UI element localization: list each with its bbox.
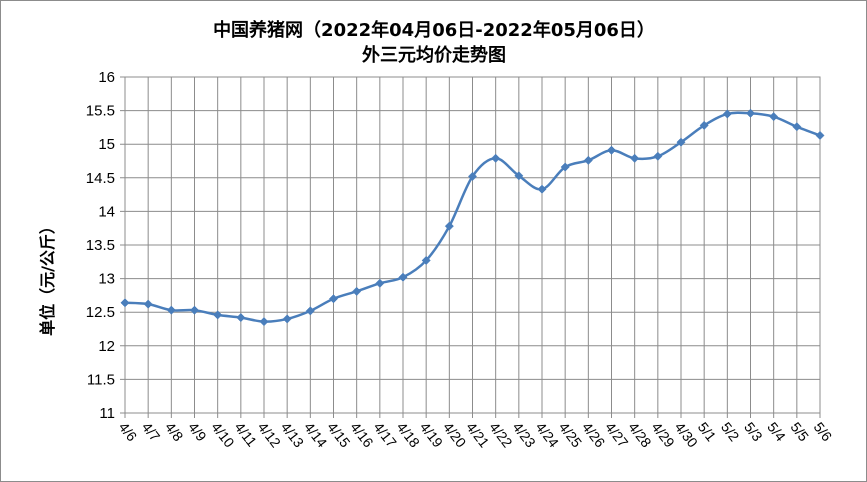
y-tick-label: 12.5 bbox=[86, 304, 115, 321]
data-point-marker bbox=[560, 162, 570, 172]
y-tick-label: 12 bbox=[98, 338, 115, 355]
x-tick-label: 4/28 bbox=[625, 419, 655, 450]
x-tick-label: 4/24 bbox=[533, 419, 563, 450]
x-tick-label: 4/29 bbox=[648, 419, 678, 450]
x-tick-label: 4/16 bbox=[347, 419, 377, 450]
data-point-marker bbox=[653, 151, 663, 161]
x-tick-label: 4/7 bbox=[139, 419, 164, 444]
data-point-marker bbox=[699, 120, 709, 130]
x-tick-label: 4/22 bbox=[486, 419, 516, 450]
x-tick-label: 5/2 bbox=[718, 419, 743, 444]
y-axis-ticks: 16 15.5 15 14.5 14 13.5 13 12.5 12 11.5 11 bbox=[86, 69, 115, 422]
series-line-group bbox=[120, 108, 825, 327]
data-point-marker bbox=[166, 305, 176, 315]
y-tick-label: 11 bbox=[99, 405, 115, 422]
x-tick-label: 4/13 bbox=[278, 419, 308, 450]
x-tick-label: 5/3 bbox=[741, 419, 766, 444]
y-tick-label: 14.5 bbox=[86, 170, 115, 187]
data-point-marker bbox=[213, 310, 223, 320]
x-tick-label: 4/18 bbox=[394, 419, 424, 450]
x-tick-label: 4/23 bbox=[509, 419, 539, 450]
y-tick-label: 15 bbox=[98, 136, 115, 153]
data-point-marker bbox=[305, 306, 315, 316]
data-point-marker bbox=[421, 255, 431, 266]
x-tick-label: 4/11 bbox=[231, 419, 260, 450]
x-tick-label: 4/27 bbox=[602, 419, 632, 450]
gridlines bbox=[120, 76, 821, 414]
x-tick-label: 4/19 bbox=[417, 419, 447, 450]
x-tick-label: 4/9 bbox=[185, 419, 210, 444]
data-point-marker bbox=[722, 109, 732, 119]
x-tick-label: 4/10 bbox=[208, 419, 238, 450]
x-tick-label: 5/5 bbox=[787, 419, 812, 444]
x-tick-label: 4/25 bbox=[556, 419, 586, 450]
x-tick-label: 4/21 bbox=[463, 419, 493, 450]
data-point-marker bbox=[467, 171, 478, 182]
data-point-marker bbox=[352, 286, 362, 296]
data-point-marker bbox=[537, 184, 547, 194]
data-point-marker bbox=[792, 122, 802, 132]
data-point-marker bbox=[815, 130, 825, 141]
data-point-marker bbox=[259, 317, 269, 327]
x-axis-ticks: 4/64/74/84/94/104/114/124/134/144/154/16… bbox=[116, 413, 836, 450]
data-point-marker bbox=[583, 155, 593, 165]
data-point-marker bbox=[769, 112, 779, 122]
x-tick-label: 4/12 bbox=[255, 419, 285, 450]
y-tick-label: 13.5 bbox=[86, 237, 115, 254]
x-tick-label: 4/8 bbox=[162, 419, 187, 444]
data-point-marker bbox=[398, 272, 408, 282]
y-tick-label: 15.5 bbox=[86, 103, 115, 120]
data-point-marker bbox=[676, 137, 686, 147]
x-tick-label: 5/6 bbox=[811, 419, 836, 444]
x-tick-label: 4/14 bbox=[301, 419, 331, 450]
y-tick-label: 11.5 bbox=[87, 371, 115, 388]
y-axis-label: 单位（元/公斤） bbox=[38, 218, 57, 336]
x-tick-label: 4/6 bbox=[116, 419, 141, 444]
chart-subtitle: 外三元均价走势图 bbox=[362, 44, 506, 66]
data-point-marker bbox=[444, 221, 454, 231]
data-point-marker bbox=[236, 313, 246, 323]
x-tick-label: 5/4 bbox=[764, 419, 789, 444]
data-point-marker bbox=[328, 294, 339, 304]
data-point-marker bbox=[606, 145, 617, 155]
data-point-marker bbox=[189, 305, 200, 315]
x-tick-label: 4/15 bbox=[324, 419, 354, 450]
x-tick-label: 4/26 bbox=[579, 419, 609, 450]
x-tick-label: 4/17 bbox=[370, 419, 400, 450]
data-point-marker bbox=[745, 108, 756, 118]
y-tick-label: 16 bbox=[98, 69, 115, 86]
data-point-marker bbox=[375, 278, 385, 288]
data-point-marker bbox=[282, 314, 292, 324]
chart-title: 中国养猪网（2022年04月06日-2022年05月06日） bbox=[213, 19, 655, 41]
x-tick-label: 4/20 bbox=[440, 419, 470, 450]
data-point-marker bbox=[120, 298, 130, 308]
y-tick-label: 14 bbox=[98, 203, 115, 220]
x-tick-label: 4/30 bbox=[672, 419, 702, 450]
data-point-marker bbox=[143, 299, 153, 309]
y-tick-label: 13 bbox=[98, 271, 115, 288]
data-point-marker bbox=[514, 171, 524, 181]
data-point-marker bbox=[491, 153, 501, 163]
data-point-marker bbox=[630, 153, 640, 163]
